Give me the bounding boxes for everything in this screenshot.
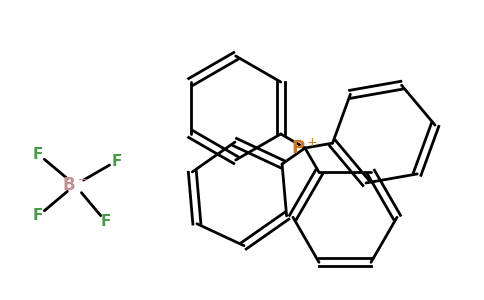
Text: F: F: [33, 147, 44, 162]
Text: F: F: [111, 154, 122, 169]
Text: F: F: [101, 214, 111, 229]
Text: B$^-$: B$^-$: [62, 176, 88, 194]
Text: F: F: [33, 208, 44, 224]
Text: P$^+$: P$^+$: [291, 138, 318, 158]
